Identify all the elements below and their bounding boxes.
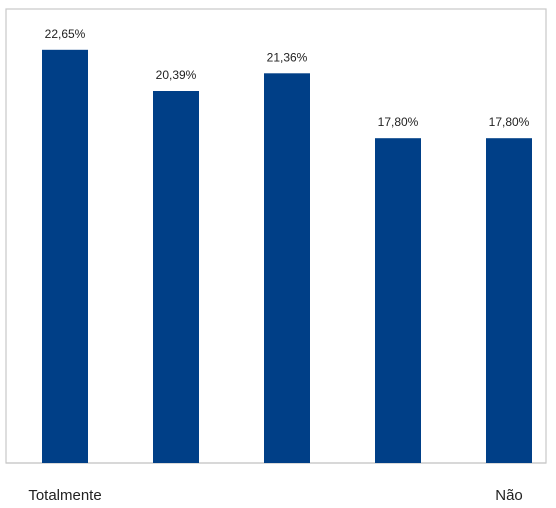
bar-1: [42, 49, 88, 464]
data-label-4: 17,80%: [378, 115, 419, 129]
x-tick-labels-group: Totalmente Não: [28, 487, 523, 504]
data-label-1: 22,65%: [45, 27, 86, 41]
x-tick-label-5: Não: [495, 487, 523, 503]
data-label-5: 17,80%: [489, 115, 530, 129]
bars-group: [42, 49, 532, 464]
bar-5: [486, 138, 532, 463]
x-tick-label-1: Totalmente: [28, 487, 101, 503]
data-label-3: 21,36%: [267, 50, 308, 64]
bar-2: [153, 91, 199, 463]
data-label-2: 20,39%: [156, 68, 197, 82]
data-labels-group: 22,65% 20,39% 21,36% 17,80% 17,80%: [45, 27, 530, 129]
bar-3: [264, 73, 310, 464]
bar-4: [375, 138, 421, 463]
